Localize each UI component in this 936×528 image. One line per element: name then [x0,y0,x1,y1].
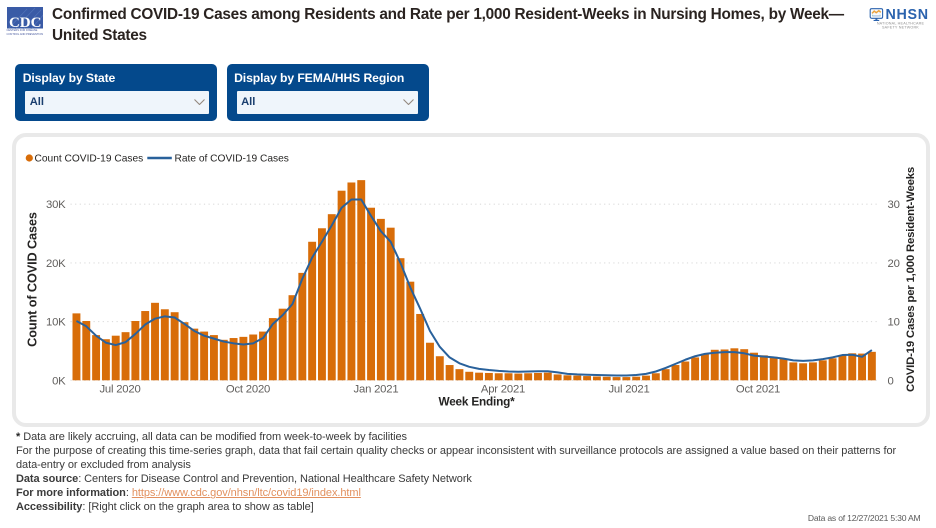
svg-text:Jan 2021: Jan 2021 [354,384,399,396]
svg-text:SAFETY NETWORK: SAFETY NETWORK [882,26,919,30]
svg-text:NATIONAL HEALTHCARE: NATIONAL HEALTHCARE [877,22,925,26]
svg-text:Week Ending*: Week Ending* [438,395,515,409]
svg-text:20: 20 [888,258,900,270]
svg-text:Rate of COVID-19 Cases: Rate of COVID-19 Cases [175,154,289,165]
svg-text:0: 0 [888,375,894,387]
svg-text:Oct 2021: Oct 2021 [736,384,780,396]
svg-text:Count COVID-19 Cases: Count COVID-19 Cases [35,154,144,165]
svg-text:Count of COVID Cases: Count of COVID Cases [26,212,40,347]
svg-text:Jul 2021: Jul 2021 [608,384,649,396]
svg-text:Apr 2021: Apr 2021 [481,384,525,396]
svg-text:Jul 2020: Jul 2020 [99,384,140,396]
svg-text:0K: 0K [52,375,66,387]
svg-text:20K: 20K [46,258,66,270]
svg-text:30: 30 [888,199,900,211]
svg-text:COVID-19 Cases per 1,000 Resid: COVID-19 Cases per 1,000 Resident-Weeks [905,167,917,392]
svg-text:30K: 30K [46,199,66,211]
svg-text:CDC: CDC [8,15,41,29]
svg-text:Oct 2020: Oct 2020 [226,384,270,396]
svg-text:10: 10 [888,317,900,329]
svg-text:10K: 10K [46,317,66,329]
svg-text:NHSN: NHSN [886,7,929,23]
